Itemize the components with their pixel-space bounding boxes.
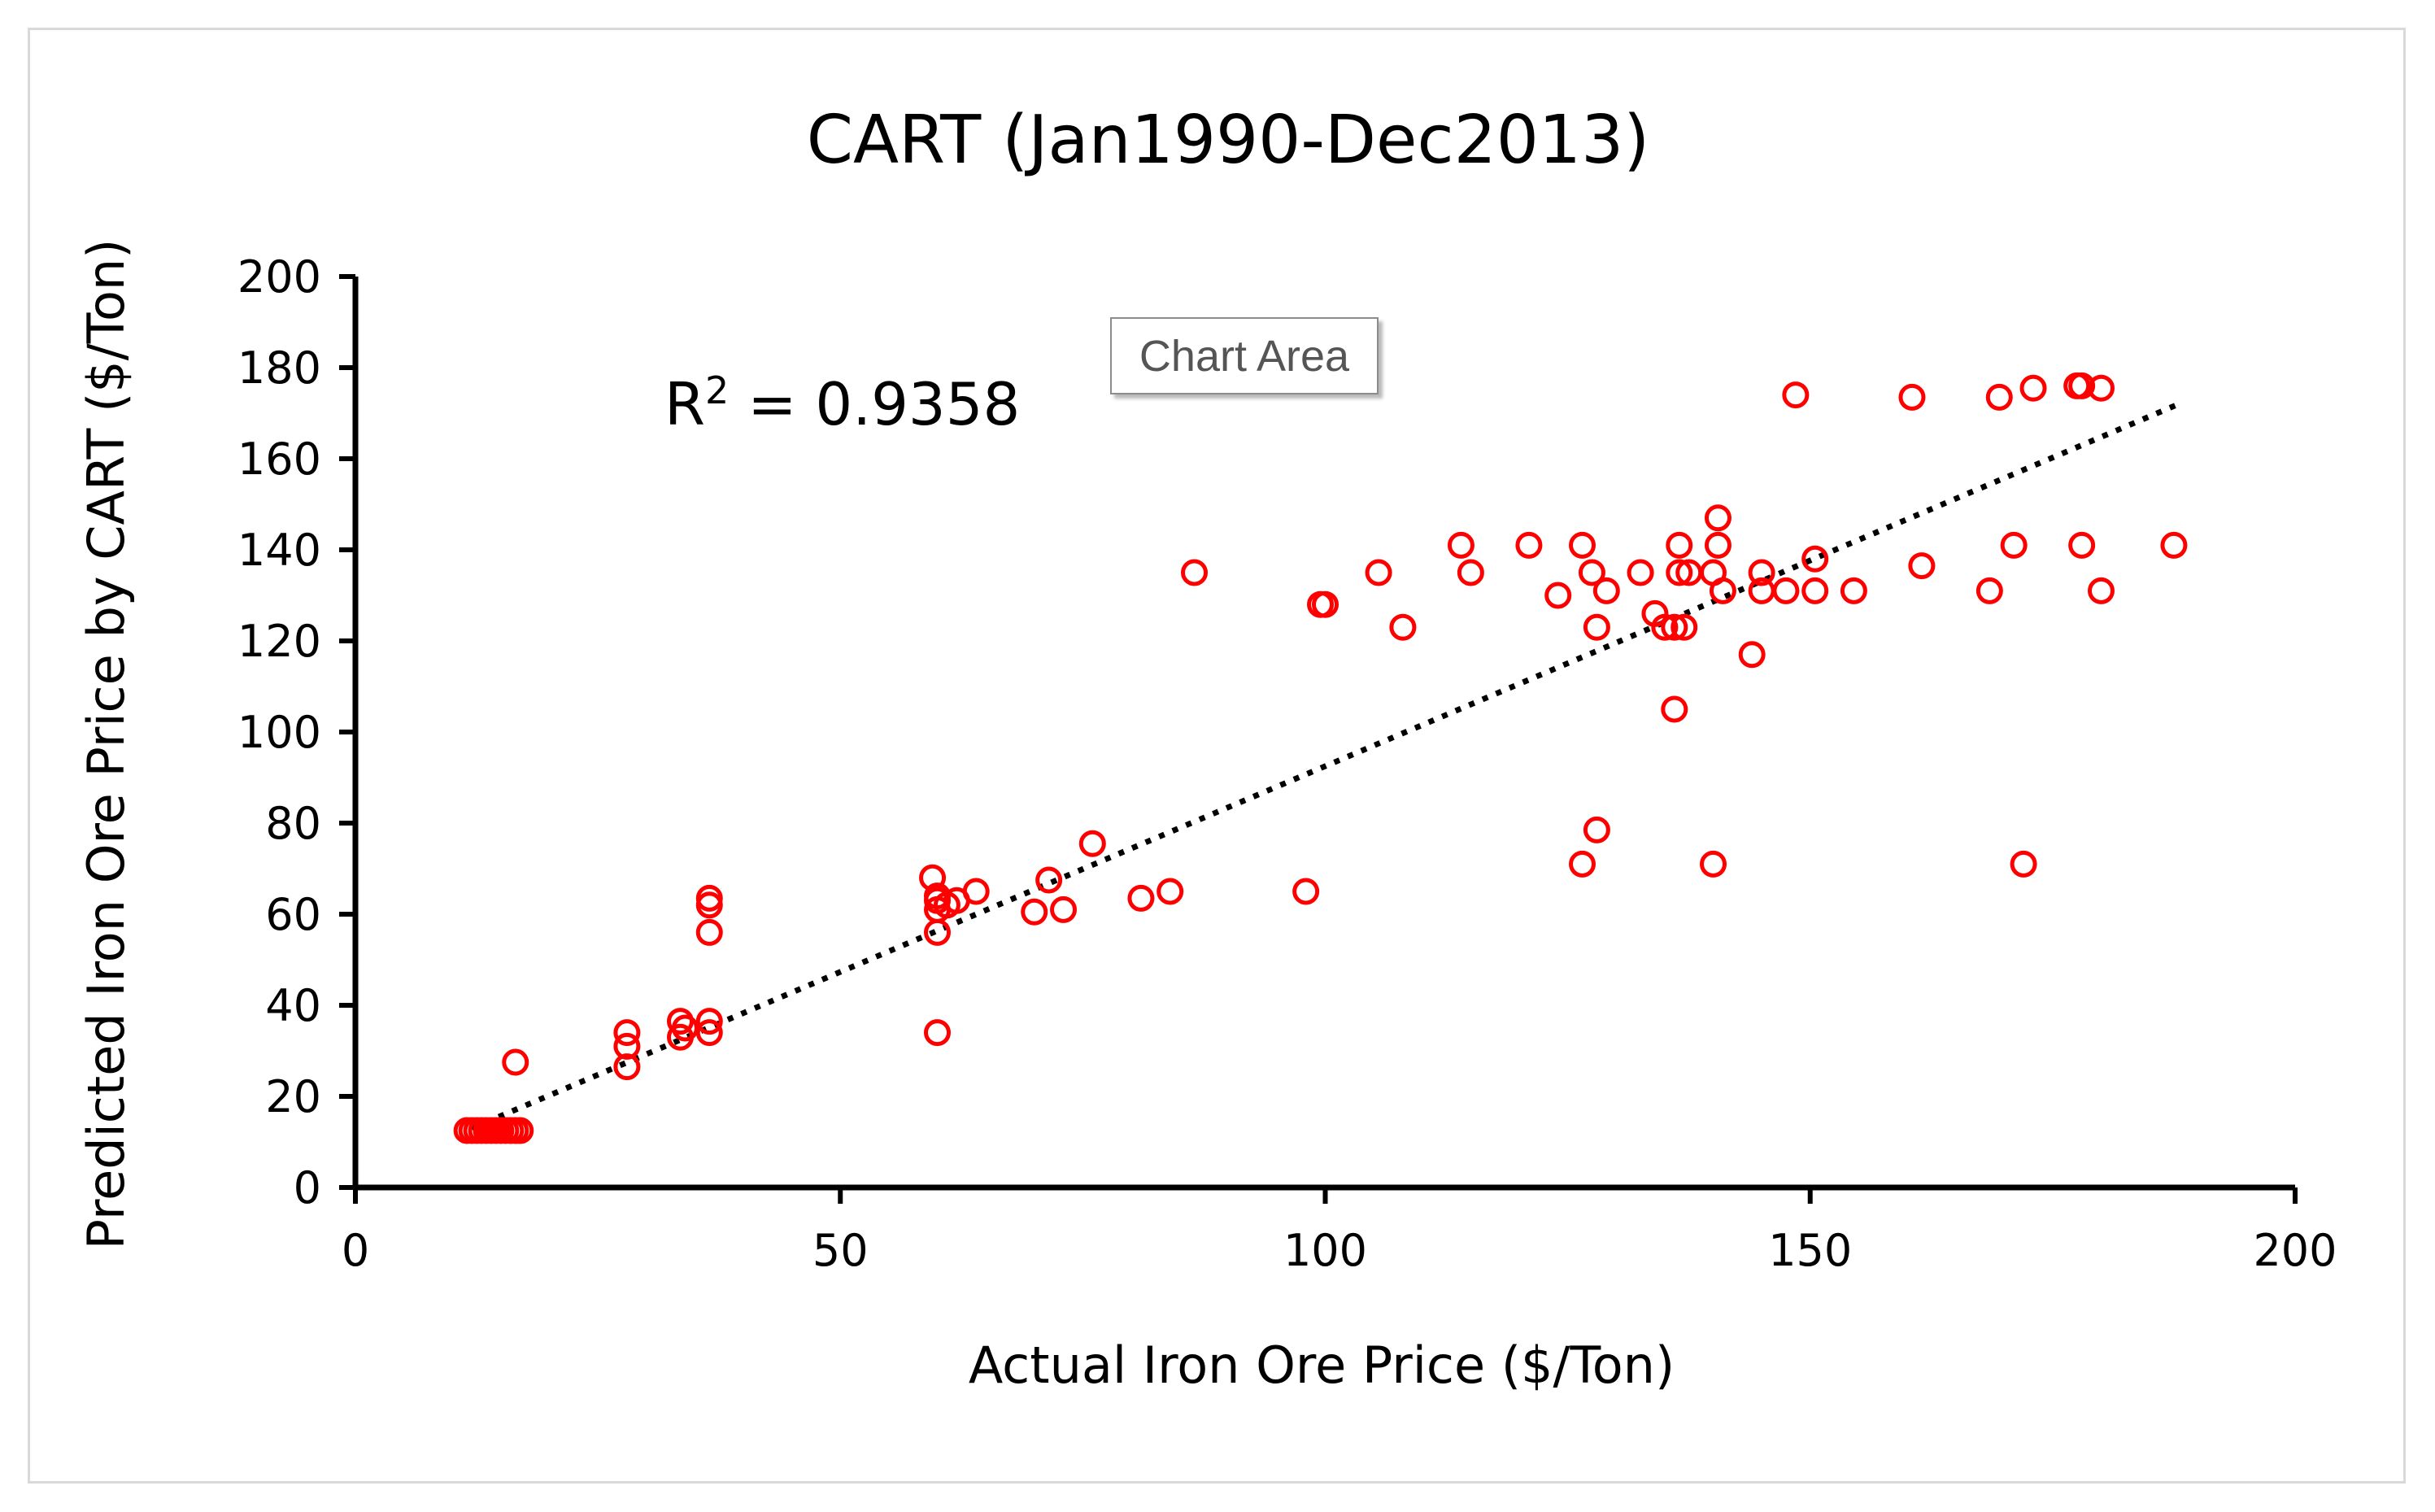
data-point (1985, 383, 2013, 411)
r-squared-annotation: R2 = 0.9358 (664, 368, 1020, 438)
data-point (1651, 613, 1679, 641)
data-point (695, 1019, 723, 1047)
y-tick-label: 100 (237, 707, 321, 758)
data-point (1666, 559, 1693, 586)
data-point (613, 1032, 641, 1060)
data-point (613, 1053, 641, 1081)
r-squared-value: = 0.9358 (729, 370, 1020, 438)
x-tick-label: 200 (2253, 1225, 2337, 1276)
data-point (1544, 582, 1572, 609)
data-point (2019, 374, 2047, 402)
data-point (1583, 613, 1610, 641)
chart-area (28, 28, 2406, 1484)
r-squared-prefix: R (664, 370, 705, 438)
y-tick-label: 20 (265, 1071, 321, 1122)
x-tick-label: 50 (812, 1225, 869, 1276)
y-tick-label: 40 (265, 980, 321, 1031)
data-point (2010, 850, 2037, 878)
y-tick-label: 140 (237, 525, 321, 576)
x-tick-label: 100 (1283, 1225, 1367, 1276)
data-point (695, 884, 723, 912)
data-point (1157, 878, 1184, 905)
data-point (1671, 613, 1698, 641)
data-point (507, 1117, 534, 1144)
y-tick-label: 200 (237, 251, 321, 303)
data-point (1050, 895, 1078, 923)
x-axis-label: Actual Iron Ore Price ($/Ton) (969, 1336, 1675, 1395)
data-point (1447, 531, 1475, 559)
chart-area-tooltip: Chart Area (1110, 317, 1379, 394)
y-tick-label: 180 (237, 342, 321, 394)
x-tick-label: 150 (1768, 1225, 1852, 1276)
data-point (1292, 878, 1320, 905)
y-tick-label: 80 (265, 798, 321, 849)
data-point (1782, 381, 1810, 409)
data-point (2088, 577, 2115, 604)
data-point (502, 1048, 529, 1076)
data-point (1661, 695, 1688, 723)
data-point (1840, 577, 1867, 604)
data-point (1569, 531, 1596, 559)
y-tick-label: 60 (265, 889, 321, 940)
data-point (1709, 577, 1736, 604)
trendline (470, 401, 2180, 1131)
data-point (1127, 884, 1155, 912)
data-point (1801, 545, 1829, 573)
data-point (1569, 850, 1596, 878)
data-point (1583, 816, 1610, 843)
data-point (1515, 531, 1543, 559)
data-point (1181, 559, 1209, 586)
data-point (1592, 577, 1620, 604)
data-point (2000, 531, 2028, 559)
data-point (1700, 850, 1727, 878)
data-point (1035, 866, 1063, 894)
data-point (1578, 559, 1605, 586)
data-point (1898, 383, 1926, 411)
data-point (924, 1019, 951, 1047)
data-point (919, 864, 947, 891)
data-point (1908, 552, 1936, 580)
data-point (1738, 641, 1766, 669)
data-point (2068, 372, 2096, 399)
data-point (1666, 531, 1693, 559)
data-point (1704, 531, 1732, 559)
data-point (1365, 559, 1392, 586)
data-point (1627, 559, 1654, 586)
data-point (1772, 577, 1800, 604)
data-point (1704, 504, 1732, 532)
data-point (695, 1008, 723, 1035)
data-point (1021, 898, 1048, 926)
data-point (1801, 577, 1829, 604)
data-point (1312, 590, 1339, 618)
r-squared-superscript: 2 (705, 368, 729, 412)
data-point (2088, 374, 2115, 402)
y-tick-label: 160 (237, 434, 321, 485)
data-point (962, 878, 990, 905)
data-point (924, 918, 951, 946)
data-point (1661, 613, 1688, 641)
data-point (1078, 830, 1106, 857)
data-point (671, 1014, 699, 1042)
y-axis-label: Predicted Iron Ore Price by CART ($/Ton) (76, 239, 136, 1250)
data-point (2068, 531, 2096, 559)
data-point (1748, 559, 1775, 586)
data-point (1457, 559, 1484, 586)
data-point (613, 1019, 641, 1047)
data-point (2160, 531, 2188, 559)
data-point (1975, 577, 2003, 604)
y-tick-label: 120 (237, 616, 321, 667)
data-point (1389, 613, 1417, 641)
y-tick-label: 0 (294, 1162, 321, 1214)
chart-title: CART (Jan1990-Dec2013) (807, 102, 1650, 179)
data-point (695, 918, 723, 946)
x-tick-label: 0 (342, 1225, 369, 1276)
